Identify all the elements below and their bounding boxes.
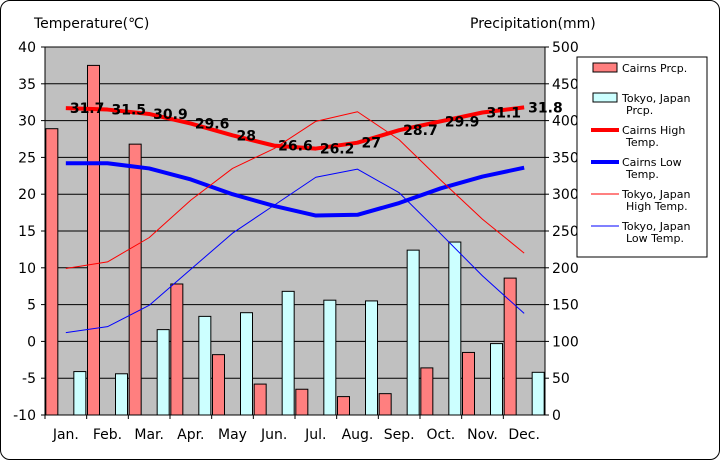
x-tick-label: Jul. bbox=[304, 427, 326, 443]
plot-area: 31.7 31.5 30.9 29.6 28 26.6 26.2 27 28.7 29.9 31.1… bbox=[13, 40, 579, 443]
bar-tokyo-japan-prcp--11 bbox=[531, 371, 545, 416]
y-left-tick-label: 5 bbox=[27, 298, 36, 314]
bar-tokyo-japan-prcp--5 bbox=[281, 290, 295, 416]
legend-label: Tokyo, Japan bbox=[621, 92, 690, 105]
y-right-tick-label: 350 bbox=[552, 150, 579, 166]
legend-label: Cairns Low bbox=[622, 156, 682, 169]
line-tokyo-japan-high-temp- bbox=[65, 111, 525, 270]
y-right-tick-label: 400 bbox=[552, 114, 579, 130]
y-right-tick-label: 150 bbox=[552, 298, 579, 314]
x-tick-label: Aug. bbox=[342, 427, 374, 443]
data-label: 30.9 bbox=[153, 107, 188, 123]
y-left-tick-label: 40 bbox=[18, 40, 36, 56]
y-left-tick-label: 10 bbox=[18, 261, 36, 277]
bar-tokyo-japan-prcp--4 bbox=[240, 312, 253, 416]
data-label: 28.7 bbox=[403, 123, 438, 139]
bar-tokyo-japan-prcp--7 bbox=[365, 300, 378, 416]
legend-label: Tokyo, Japan bbox=[621, 220, 690, 233]
x-tick-label: Nov. bbox=[467, 427, 498, 443]
bar-tokyo-japan-prcp--6 bbox=[323, 299, 337, 416]
legend-label: Temp. bbox=[625, 136, 659, 149]
data-label: 28 bbox=[237, 128, 256, 144]
bar-cairns-prcp--7 bbox=[337, 396, 350, 416]
bar-cairns-prcp--11 bbox=[503, 277, 517, 416]
bar-cairns-prcp--8 bbox=[378, 393, 392, 416]
x-tick-label: May bbox=[218, 427, 247, 443]
bar-tokyo-japan-prcp--1 bbox=[115, 373, 128, 416]
y-right-axis-title: Precipitation(mm) bbox=[470, 16, 596, 32]
line-cairns-high-temp- bbox=[65, 105, 525, 151]
bar-tokyo-japan-prcp--0 bbox=[73, 371, 87, 416]
x-tick-label: Sep. bbox=[384, 427, 415, 443]
legend-label: Low Temp. bbox=[626, 232, 684, 245]
legend-swatch bbox=[592, 92, 618, 103]
legend-label: Tokyo, Japan bbox=[621, 188, 690, 201]
y-left-tick-label: 35 bbox=[18, 77, 36, 93]
data-label: 27 bbox=[362, 136, 381, 152]
x-tick-label: Oct. bbox=[427, 427, 456, 443]
x-tick-label: Feb. bbox=[93, 427, 122, 443]
y-left-tick-label: 0 bbox=[27, 334, 36, 350]
x-tick-label: Dec. bbox=[508, 427, 540, 443]
data-label: 31.5 bbox=[112, 103, 147, 119]
data-label: 29.6 bbox=[195, 117, 230, 133]
legend-swatch bbox=[592, 62, 618, 73]
y-right-tick-label: 300 bbox=[552, 187, 579, 203]
legend-label: Prcp. bbox=[626, 104, 653, 117]
legend-box bbox=[576, 56, 708, 258]
x-tick-label: Apr. bbox=[177, 427, 204, 443]
data-label: 26.2 bbox=[320, 142, 355, 158]
y-right-tick-label: 250 bbox=[552, 224, 579, 240]
y-left-tick-label: -5 bbox=[22, 371, 36, 387]
legend-label: Cairns Prcp. bbox=[622, 62, 687, 75]
bar-tokyo-japan-prcp--8 bbox=[406, 249, 420, 416]
y-right-tick-label: 50 bbox=[552, 371, 570, 387]
legend-label: Cairns High bbox=[622, 124, 685, 137]
y-right-tick-label: 500 bbox=[552, 40, 579, 56]
y-left-tick-label: -10 bbox=[13, 408, 36, 424]
y-right-tick-label: 200 bbox=[552, 261, 579, 277]
legend-label: High Temp. bbox=[626, 200, 688, 213]
x-tick-label: Jun. bbox=[260, 427, 287, 443]
y-left-tick-label: 30 bbox=[18, 114, 36, 130]
bar-tokyo-japan-prcp--9 bbox=[448, 241, 462, 416]
y-right-tick-label: 100 bbox=[552, 334, 579, 350]
bar-cairns-prcp--9 bbox=[420, 367, 434, 416]
y-left-tick-label: 25 bbox=[18, 150, 36, 166]
bar-tokyo-japan-prcp--2 bbox=[156, 329, 170, 416]
x-tick-label: Jan. bbox=[52, 427, 79, 443]
y-left-tick-label: 15 bbox=[18, 224, 36, 240]
bar-tokyo-japan-prcp--3 bbox=[198, 315, 212, 416]
data-label: 31.1 bbox=[487, 106, 522, 122]
bar-cairns-prcp--1 bbox=[87, 64, 100, 416]
line-tokyo-japan-low-temp- bbox=[65, 168, 525, 334]
bar-tokyo-japan-prcp--10 bbox=[490, 343, 503, 416]
data-label: 31.7 bbox=[70, 101, 105, 117]
legend-label: Temp. bbox=[625, 168, 659, 181]
bar-cairns-prcp--6 bbox=[295, 388, 309, 416]
bar-cairns-prcp--2 bbox=[128, 143, 142, 416]
bar-cairns-prcp--3 bbox=[170, 283, 184, 416]
bar-cairns-prcp--5 bbox=[253, 383, 267, 416]
bar-cairns-prcp--0 bbox=[45, 128, 59, 416]
bar-cairns-prcp--10 bbox=[462, 351, 475, 416]
x-tick-label: Mar. bbox=[134, 427, 164, 443]
bar-cairns-prcp--4 bbox=[212, 354, 225, 416]
data-label: 29.9 bbox=[445, 114, 480, 130]
y-right-tick-label: 0 bbox=[552, 408, 561, 424]
y-right-tick-label: 450 bbox=[552, 77, 579, 93]
data-label: 26.6 bbox=[278, 139, 313, 155]
y-left-axis-title: Temperature(℃) bbox=[33, 16, 149, 32]
y-left-tick-label: 20 bbox=[18, 187, 36, 203]
